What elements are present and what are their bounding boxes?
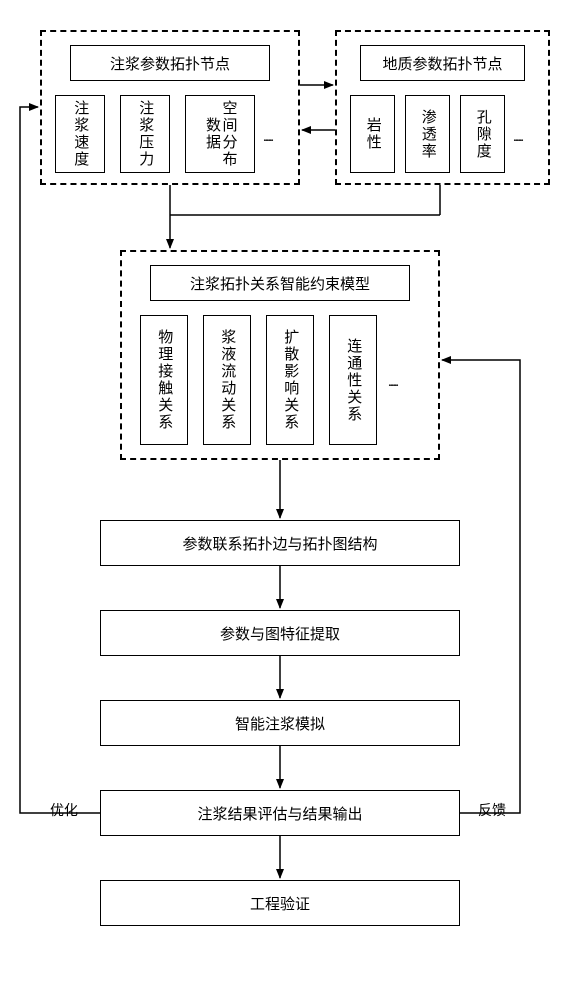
node-porosity-label: 孔隙度: [474, 109, 491, 160]
node-permeability-label: 渗透率: [419, 109, 436, 160]
node-slurry-flow: 浆液流动关系: [203, 315, 251, 445]
label-feedback: 反馈: [478, 800, 506, 820]
node-diffusion-label: 扩散影响关系: [282, 329, 299, 431]
step-intelligent-sim-label: 智能注浆模拟: [235, 713, 325, 734]
node-spatial-dist: 空间分布数据: [185, 95, 255, 173]
title-geo-params: 地质参数拓扑节点: [360, 45, 525, 81]
node-permeability: 渗透率: [405, 95, 450, 173]
node-porosity: 孔隙度: [460, 95, 505, 173]
step-feature-extract: 参数与图特征提取: [100, 610, 460, 656]
node-spatial-dist-label: 空间分布数据: [204, 96, 237, 172]
step-eng-verify-label: 工程验证: [250, 893, 310, 914]
title-grouting-params-label: 注浆参数拓扑节点: [110, 53, 230, 74]
title-constraint-model-label: 注浆拓扑关系智能约束模型: [190, 273, 370, 294]
node-lithology: 岩性: [350, 95, 395, 173]
title-grouting-params: 注浆参数拓扑节点: [70, 45, 270, 81]
node-grout-pressure-label: 注浆压力: [137, 100, 154, 168]
title-geo-params-label: 地质参数拓扑节点: [382, 53, 502, 74]
node-grout-speed-label: 注浆速度: [72, 100, 89, 168]
step-eng-verify: 工程验证: [100, 880, 460, 926]
label-optimize: 优化: [50, 800, 78, 820]
step-topo-edge: 参数联系拓扑边与拓扑图结构: [100, 520, 460, 566]
step-intelligent-sim: 智能注浆模拟: [100, 700, 460, 746]
node-phys-contact-label: 物理接触关系: [156, 329, 173, 431]
node-diffusion: 扩散影响关系: [266, 315, 314, 445]
title-constraint-model: 注浆拓扑关系智能约束模型: [150, 265, 410, 301]
ellipsis-constraint: ......: [388, 375, 397, 391]
node-slurry-flow-label: 浆液流动关系: [219, 329, 236, 431]
node-phys-contact: 物理接触关系: [140, 315, 188, 445]
node-connectivity-label: 连通性关系: [345, 338, 362, 423]
step-feature-extract-label: 参数与图特征提取: [220, 623, 340, 644]
node-grout-speed: 注浆速度: [55, 95, 105, 173]
node-grout-pressure: 注浆压力: [120, 95, 170, 173]
node-lithology-label: 岩性: [364, 117, 381, 151]
ellipsis-grouting: ......: [263, 130, 272, 146]
ellipsis-geo: ......: [513, 130, 522, 146]
node-connectivity: 连通性关系: [329, 315, 377, 445]
step-result-eval: 注浆结果评估与结果输出: [100, 790, 460, 836]
step-topo-edge-label: 参数联系拓扑边与拓扑图结构: [182, 533, 377, 554]
step-result-eval-label: 注浆结果评估与结果输出: [197, 803, 362, 824]
